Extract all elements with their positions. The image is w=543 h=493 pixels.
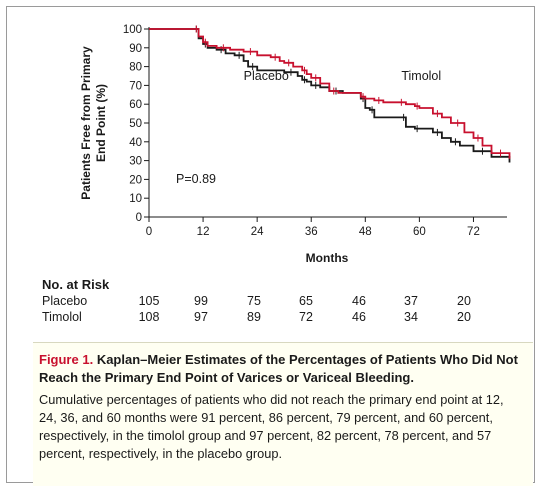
risk-value: 105 xyxy=(138,294,160,308)
risk-value: 46 xyxy=(352,294,366,308)
risk-table: No. at Risk Placebo 105 99 75 65 46 37 2… xyxy=(42,277,522,326)
y-tick-label: 60 xyxy=(129,99,142,111)
caption-body: Cumulative percentages of patients who d… xyxy=(39,392,504,461)
y-tick-label: 80 xyxy=(129,62,142,74)
y-axis-label-line: End Point (%) xyxy=(94,84,108,162)
y-tick-label: 20 xyxy=(129,174,142,186)
x-tick-label: 36 xyxy=(305,226,318,238)
y-axis-label-line: Patients Free from Primary xyxy=(79,46,93,200)
risk-value: 108 xyxy=(138,310,160,324)
x-tick-label: 24 xyxy=(251,226,264,238)
risk-table-title: No. at Risk xyxy=(42,277,110,292)
y-axis-label: Patients Free from PrimaryEnd Point (%) xyxy=(79,46,108,200)
y-tick-label: 90 xyxy=(129,43,142,55)
figure-panel: 0 10 20 30 40 50 60 70 80 90 100 0 12 24 36 48 60 72 Month… xyxy=(6,6,535,486)
y-tick-label: 10 xyxy=(129,193,142,205)
x-tick-label: 60 xyxy=(413,226,426,238)
risk-value: 37 xyxy=(404,294,418,308)
risk-value: 89 xyxy=(247,310,261,324)
caption-title: Figure 1. Kaplan–Meier Estimates of the … xyxy=(39,351,523,387)
y-tick-label: 70 xyxy=(129,80,142,92)
risk-row-timolol: Timolol 108 97 89 72 46 34 20 xyxy=(42,310,522,326)
chart-annotation: Placebo xyxy=(244,69,289,83)
risk-value: 20 xyxy=(457,310,471,324)
risk-value: 20 xyxy=(457,294,471,308)
risk-value: 34 xyxy=(404,310,418,324)
y-tick-label: 30 xyxy=(129,156,142,168)
x-tick-label: 72 xyxy=(467,226,480,238)
caption-title-text: Kaplan–Meier Estimates of the Percentage… xyxy=(39,352,518,385)
series-timolol-curve xyxy=(149,28,511,159)
risk-value: 75 xyxy=(247,294,261,308)
risk-row-placebo: Placebo 105 99 75 65 46 37 20 xyxy=(42,294,522,310)
x-tick-label: 0 xyxy=(146,226,152,238)
chart-annotation: P=0.89 xyxy=(176,172,216,186)
risk-value: 46 xyxy=(352,310,366,324)
risk-value: 72 xyxy=(299,310,313,324)
risk-value: 99 xyxy=(194,294,208,308)
y-tick-label: 100 xyxy=(123,24,142,36)
risk-row-label: Placebo xyxy=(42,294,88,308)
y-tick-label: 40 xyxy=(129,137,142,149)
risk-value: 97 xyxy=(194,310,208,324)
figure-label: Figure 1. xyxy=(39,352,94,367)
km-chart: 0 10 20 30 40 50 60 70 80 90 100 0 12 24 36 48 60 72 Month… xyxy=(79,24,511,265)
x-tick-label: 48 xyxy=(359,226,372,238)
series-placebo-curve xyxy=(149,28,511,163)
risk-value: 65 xyxy=(299,294,313,308)
risk-row-label: Timolol xyxy=(42,310,82,324)
y-tick-label: 50 xyxy=(129,118,142,130)
chart-annotation: Timolol xyxy=(401,69,441,83)
figure-caption: Figure 1. Kaplan–Meier Estimates of the … xyxy=(33,342,533,486)
x-axis-label: Months xyxy=(306,251,349,265)
y-tick-label: 0 xyxy=(136,212,142,224)
x-tick-label: 12 xyxy=(197,226,210,238)
